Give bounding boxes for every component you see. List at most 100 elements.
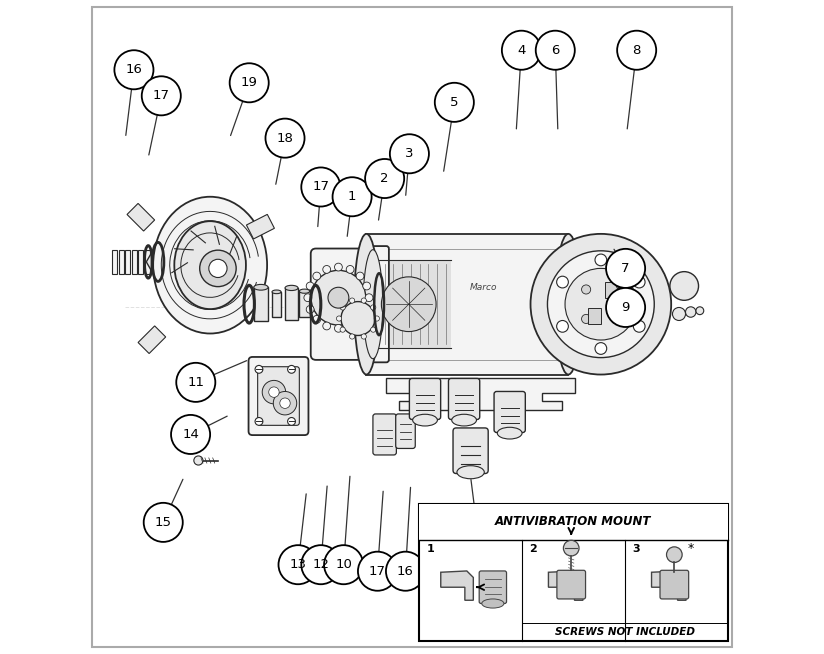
Bar (367, 234, 569, 375)
Bar (138, 250, 143, 273)
FancyBboxPatch shape (448, 379, 480, 419)
Circle shape (611, 285, 620, 294)
Text: 6: 6 (551, 44, 559, 57)
Circle shape (617, 31, 656, 70)
Ellipse shape (299, 289, 310, 293)
Bar (605, 282, 618, 298)
Circle shape (358, 552, 397, 591)
Circle shape (463, 550, 502, 589)
Circle shape (311, 270, 366, 325)
Circle shape (531, 234, 672, 375)
Circle shape (606, 249, 645, 288)
Text: 18: 18 (277, 131, 293, 145)
Circle shape (565, 268, 637, 340)
Circle shape (230, 63, 269, 102)
Ellipse shape (452, 414, 476, 426)
FancyBboxPatch shape (410, 379, 441, 419)
Text: 2: 2 (381, 172, 389, 185)
Text: Marco: Marco (470, 283, 498, 292)
Circle shape (208, 259, 227, 277)
Circle shape (595, 343, 606, 354)
Circle shape (262, 381, 286, 404)
Circle shape (536, 31, 575, 70)
Circle shape (365, 159, 405, 198)
Circle shape (672, 307, 686, 320)
Circle shape (686, 307, 696, 317)
Text: 17: 17 (312, 181, 330, 194)
Ellipse shape (153, 197, 267, 334)
Ellipse shape (363, 250, 382, 358)
Circle shape (143, 503, 183, 542)
Circle shape (557, 276, 569, 288)
Polygon shape (549, 571, 583, 600)
Text: 4: 4 (517, 44, 526, 57)
Bar (246, 215, 274, 239)
Circle shape (255, 417, 263, 425)
Ellipse shape (285, 285, 298, 290)
Ellipse shape (354, 234, 379, 375)
Circle shape (341, 301, 375, 336)
Ellipse shape (272, 290, 281, 294)
Text: 1: 1 (348, 190, 356, 203)
FancyBboxPatch shape (373, 414, 396, 455)
Circle shape (349, 298, 354, 303)
Circle shape (328, 287, 349, 308)
Bar (254, 287, 268, 321)
Circle shape (307, 282, 314, 290)
Circle shape (323, 322, 330, 330)
Circle shape (361, 298, 367, 303)
Circle shape (340, 327, 345, 332)
Circle shape (302, 167, 340, 207)
Bar (145, 250, 150, 273)
Circle shape (564, 540, 579, 556)
Text: 16: 16 (397, 564, 414, 577)
Circle shape (595, 254, 606, 266)
Circle shape (386, 552, 425, 591)
Circle shape (356, 272, 364, 280)
Circle shape (335, 263, 342, 271)
Circle shape (667, 547, 682, 562)
Text: 1: 1 (426, 543, 434, 553)
Bar (299, 291, 310, 317)
Text: 17: 17 (152, 90, 170, 102)
Text: 10: 10 (335, 559, 352, 571)
FancyBboxPatch shape (453, 428, 488, 473)
FancyBboxPatch shape (480, 571, 507, 604)
Circle shape (502, 31, 541, 70)
Circle shape (611, 315, 620, 324)
Circle shape (171, 415, 210, 454)
Circle shape (606, 288, 645, 327)
Circle shape (142, 77, 180, 115)
Circle shape (333, 177, 372, 216)
Bar (379, 260, 451, 349)
Text: 2: 2 (530, 543, 537, 553)
FancyBboxPatch shape (258, 367, 299, 425)
Circle shape (435, 83, 474, 122)
Text: 17: 17 (369, 564, 386, 577)
Text: 13: 13 (289, 559, 307, 571)
Text: 8: 8 (633, 44, 641, 57)
Circle shape (349, 334, 354, 339)
Circle shape (547, 250, 654, 358)
FancyBboxPatch shape (660, 570, 689, 599)
Circle shape (313, 272, 321, 280)
FancyBboxPatch shape (494, 392, 526, 432)
Circle shape (323, 266, 330, 273)
Text: ANTIVIBRATION MOUNT: ANTIVIBRATION MOUNT (495, 515, 651, 528)
Ellipse shape (254, 284, 268, 290)
Polygon shape (386, 378, 575, 410)
Bar (127, 203, 155, 231)
Polygon shape (652, 571, 686, 600)
Circle shape (288, 417, 296, 425)
Text: 16: 16 (125, 63, 143, 77)
Circle shape (324, 545, 363, 584)
Circle shape (557, 320, 569, 332)
Bar (112, 250, 117, 273)
Text: 19: 19 (241, 77, 258, 90)
FancyBboxPatch shape (249, 357, 308, 435)
Circle shape (365, 294, 373, 301)
Circle shape (390, 134, 429, 173)
Text: 3: 3 (633, 543, 640, 553)
Circle shape (634, 320, 645, 332)
Circle shape (346, 322, 354, 330)
